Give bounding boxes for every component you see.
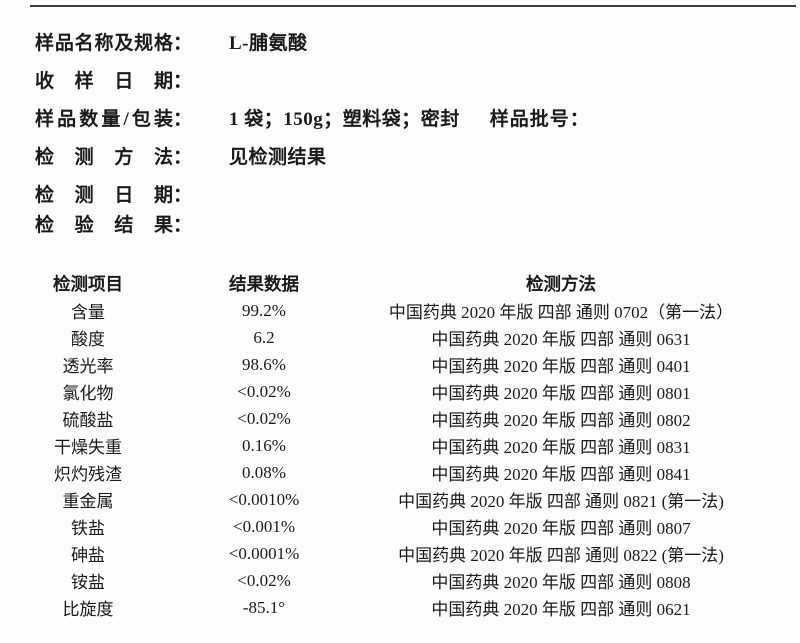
- table-row: 透光率 98.6% 中国药典 2020 年版 四部 通则 0401: [0, 351, 800, 378]
- test-method-value: 见检测结果: [229, 147, 327, 168]
- result-data-cell: 0.16%: [242, 435, 286, 455]
- test-date-colon: ：: [173, 185, 193, 206]
- test-item-cell: 硫酸盐: [62, 411, 114, 430]
- test-method-label: 检测方法: [35, 147, 173, 168]
- column-header-2: 检测方法: [526, 274, 596, 294]
- test-item-cell: 铵盐: [71, 573, 105, 592]
- inspection-result-label: 检验结果: [35, 215, 173, 236]
- column-header-0: 检测项目: [53, 274, 123, 294]
- test-item-cell: 炽灼残渣: [54, 465, 122, 484]
- result-data-cell: 98.6%: [242, 354, 286, 374]
- result-data-cell: <0.0001%: [228, 543, 300, 563]
- sample-info-section: 样品名称及规格： L-脯氨酸 收样日期：样品数量/包装： 1 袋；150g；塑料袋；密…: [0, 0, 800, 236]
- test-date-row: 检测日期：: [35, 180, 800, 206]
- sample-name-spec-label: 样品名称及规格: [35, 33, 173, 54]
- test-item-cell: 含量: [71, 303, 105, 322]
- table-row: 铵盐 <0.02% 中国药典 2020 年版 四部 通则 0808: [0, 567, 800, 594]
- quantity-package-colon: ：: [173, 109, 193, 130]
- test-item-cell: 干燥失重: [54, 438, 122, 457]
- sample-batch-label: 样品批号：: [489, 109, 590, 130]
- table-row: 酸度 6.2 中国药典 2020 年版 四部 通则 0631: [0, 324, 800, 351]
- column-header-1: 结果数据: [229, 274, 299, 294]
- test-method-cell: 中国药典 2020 年版 四部 通则 0822 (第一法): [398, 546, 724, 565]
- test-item-cell: 氯化物: [62, 384, 114, 403]
- sample-name-spec-value: L-脯氨酸: [229, 33, 308, 54]
- result-data-cell: <0.02%: [237, 381, 291, 401]
- test-item-cell: 砷盐: [71, 546, 105, 565]
- receive-date-colon: ：: [173, 71, 193, 92]
- receive-date-row: 收样日期：: [35, 66, 800, 92]
- test-method-row: 检测方法： 见检测结果: [35, 142, 800, 168]
- result-data-cell: 0.08%: [242, 462, 286, 482]
- table-row: 炽灼残渣 0.08% 中国药典 2020 年版 四部 通则 0841: [0, 459, 800, 486]
- test-method-cell: 中国药典 2020 年版 四部 通则 0841: [431, 465, 691, 484]
- table-row: 重金属 <0.0010% 中国药典 2020 年版 四部 通则 0821 (第一法): [0, 486, 800, 513]
- test-method-cell: 中国药典 2020 年版 四部 通则 0702（第一法）: [388, 303, 734, 322]
- test-item-cell: 比旋度: [62, 600, 114, 619]
- test-method-cell: 中国药典 2020 年版 四部 通则 0821 (第一法): [398, 492, 724, 511]
- test-method-cell: 中国药典 2020 年版 四部 通则 0802: [431, 411, 691, 430]
- results-table-header: 检测项目 结果数据 检测方法: [0, 270, 800, 297]
- receive-date-label: 收样日期: [35, 71, 173, 92]
- inspection-result-row: 检验结果：: [35, 210, 800, 236]
- quantity-package-value: 1 袋；150g；塑料袋；密封: [229, 109, 460, 130]
- quantity-package-label: 样品数量/包装: [35, 109, 173, 130]
- table-row: 铁盐 <0.001% 中国药典 2020 年版 四部 通则 0807: [0, 513, 800, 540]
- sample-name-spec-colon: ：: [173, 33, 193, 54]
- result-data-cell: -85.1°: [242, 597, 286, 617]
- result-data-cell: <0.0010%: [228, 489, 300, 509]
- results-table-body: 含量 99.2% 中国药典 2020 年版 四部 通则 0702（第一法） 酸度 6.2…: [0, 297, 800, 621]
- table-row: 氯化物 <0.02% 中国药典 2020 年版 四部 通则 0801: [0, 378, 800, 405]
- table-row: 干燥失重 0.16% 中国药典 2020 年版 四部 通则 0831: [0, 432, 800, 459]
- quantity-package-row: 样品数量/包装： 1 袋；150g；塑料袋；密封 样品批号：: [35, 104, 800, 130]
- scan-edge-line: [30, 5, 796, 7]
- test-item-cell: 透光率: [62, 357, 114, 376]
- test-method-cell: 中国药典 2020 年版 四部 通则 0401: [431, 357, 691, 376]
- result-data-cell: <0.02%: [237, 408, 291, 428]
- results-table: 检测项目 结果数据 检测方法 含量 99.2% 中国药典 2020 年版 四部 通则 0…: [0, 270, 800, 621]
- table-row: 硫酸盐 <0.02% 中国药典 2020 年版 四部 通则 0802: [0, 405, 800, 432]
- test-method-cell: 中国药典 2020 年版 四部 通则 0621: [431, 600, 691, 619]
- result-data-cell: <0.02%: [237, 570, 291, 590]
- inspection-result-colon: ：: [173, 215, 193, 236]
- result-data-cell: 6.2: [253, 327, 275, 347]
- test-method-cell: 中国药典 2020 年版 四部 通则 0807: [431, 519, 691, 538]
- test-method-cell: 中国药典 2020 年版 四部 通则 0831: [431, 438, 691, 457]
- table-row: 含量 99.2% 中国药典 2020 年版 四部 通则 0702（第一法）: [0, 297, 800, 324]
- table-row: 比旋度 -85.1° 中国药典 2020 年版 四部 通则 0621: [0, 594, 800, 621]
- test-date-label: 检测日期: [35, 185, 173, 206]
- test-item-cell: 铁盐: [71, 519, 105, 538]
- sample-name-spec-row: 样品名称及规格： L-脯氨酸: [35, 28, 800, 54]
- result-data-cell: <0.001%: [233, 516, 295, 536]
- test-method-cell: 中国药典 2020 年版 四部 通则 0801: [431, 384, 691, 403]
- result-data-cell: 99.2%: [242, 300, 286, 320]
- test-method-cell: 中国药典 2020 年版 四部 通则 0808: [431, 573, 691, 592]
- test-method-colon: ：: [173, 147, 193, 168]
- test-item-cell: 重金属: [62, 492, 114, 511]
- test-item-cell: 酸度: [71, 330, 105, 349]
- test-method-cell: 中国药典 2020 年版 四部 通则 0631: [431, 330, 691, 349]
- table-row: 砷盐 <0.0001% 中国药典 2020 年版 四部 通则 0822 (第一法): [0, 540, 800, 567]
